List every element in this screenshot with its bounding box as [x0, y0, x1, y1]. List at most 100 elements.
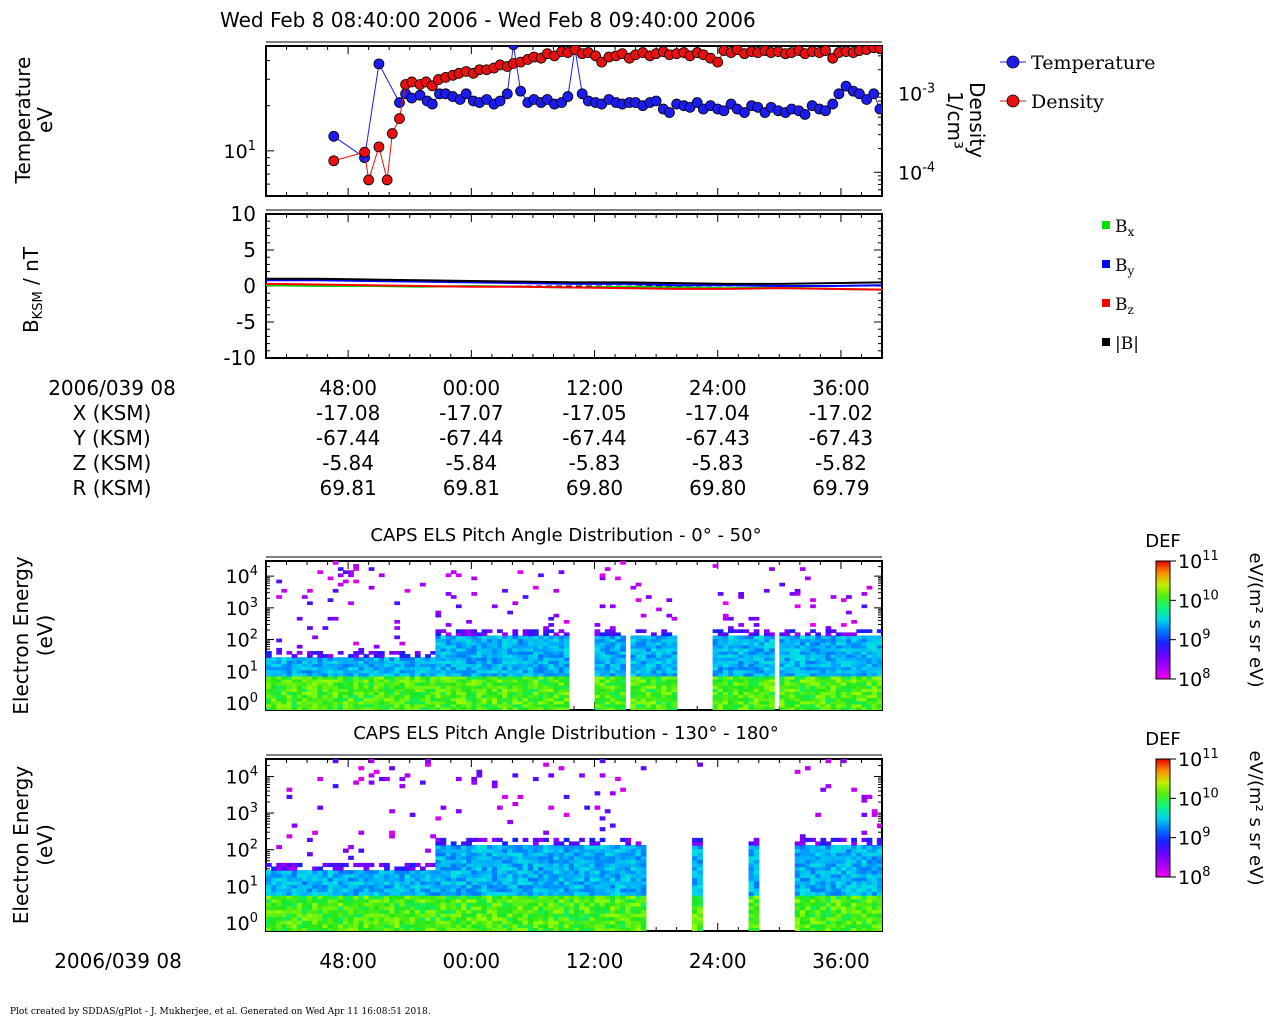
els-high-cell	[327, 905, 334, 911]
els-low-cell	[337, 666, 344, 671]
els-low-tick-label: 101	[226, 659, 258, 683]
els-low-cell	[286, 675, 293, 680]
els-high-cell	[317, 873, 324, 878]
els-low-cell	[830, 697, 837, 702]
els-high-cell	[532, 845, 539, 850]
els-high-cell	[445, 845, 452, 850]
els-low-cell	[876, 663, 882, 668]
els-low-cell	[348, 703, 354, 708]
els-high-cell	[363, 913, 370, 918]
els-low-cell	[348, 601, 354, 606]
els-low-cell	[491, 672, 498, 677]
els-low-cell	[466, 654, 472, 658]
els-high-cell	[317, 866, 324, 871]
els-low-cell	[640, 638, 647, 643]
els-low-cell	[620, 638, 626, 643]
els-low-cell	[435, 635, 442, 640]
els-low-cell	[532, 685, 539, 689]
els-low-cell	[481, 654, 488, 658]
els-high-cell	[384, 862, 390, 868]
els-low-cell	[384, 703, 390, 708]
els-low-cell	[640, 651, 647, 655]
els-high-cell	[568, 845, 575, 850]
els-high-cell	[445, 920, 452, 925]
els-low-cell	[830, 657, 837, 661]
els-high-cell	[538, 884, 544, 889]
els-low-cell	[286, 663, 293, 668]
els-low-cell	[450, 669, 457, 674]
els-high-cell	[543, 880, 549, 886]
els-low-cell	[763, 632, 770, 637]
els-low-cell	[517, 644, 524, 649]
els-high-cell	[450, 923, 457, 929]
els-low-cell	[835, 651, 842, 655]
els-low-cell	[420, 700, 426, 705]
els-low-cell	[266, 651, 272, 655]
els-low-cell	[733, 691, 739, 696]
els-low-cell	[445, 682, 452, 686]
els-low-cell	[384, 685, 390, 689]
els-low-cell	[871, 697, 878, 702]
els-low-cell	[445, 694, 452, 699]
els-high-cell	[271, 891, 277, 896]
els-low-cell	[779, 706, 786, 710]
els-high-cell	[609, 880, 616, 886]
els-high-cell	[266, 888, 272, 893]
els-low-cell	[491, 675, 498, 680]
els-low-cell	[779, 647, 786, 652]
density-point	[386, 128, 398, 139]
els-high-cell	[455, 905, 462, 911]
els-low-cell	[753, 632, 760, 637]
els-low-cell	[527, 654, 534, 658]
els-high-cell	[692, 927, 698, 931]
els-high-cell	[615, 866, 621, 871]
els-low-cell	[502, 657, 508, 661]
els-low-cell	[599, 691, 606, 696]
els-low-cell	[353, 567, 359, 571]
els-low-cell	[758, 651, 765, 655]
els-high-cell	[692, 895, 698, 900]
els-low-cell	[491, 694, 498, 699]
els-low-cell	[805, 660, 811, 665]
els-low-cell	[276, 651, 282, 655]
els-low-cell	[497, 706, 503, 710]
els-high-cell	[358, 916, 365, 921]
els-low-cell	[368, 675, 375, 680]
els-low-cell	[876, 657, 882, 661]
els-high-cell	[522, 866, 529, 871]
els-low-cell	[486, 678, 493, 683]
els-high-cell	[343, 902, 349, 907]
els-low-cell	[609, 706, 616, 710]
els-low-cell	[394, 688, 401, 692]
els-high-cell	[394, 909, 401, 914]
els-high-cell	[538, 845, 544, 850]
els-low-cell	[789, 682, 796, 686]
els-low-cell	[471, 694, 478, 699]
els-low-cell	[599, 647, 606, 652]
els-high-cell	[466, 866, 472, 871]
els-high-cell	[337, 905, 344, 911]
els-low-cell	[738, 629, 744, 633]
els-high-cell	[481, 927, 488, 931]
els-low-cell	[455, 635, 462, 640]
els-low-cell	[353, 657, 359, 661]
bfield-legend-marker	[1102, 338, 1110, 346]
els-high-cell	[589, 916, 596, 921]
els-low-cell	[450, 641, 457, 646]
els-low-cell	[543, 688, 549, 692]
els-low-cell	[430, 669, 436, 674]
els-low-cell	[368, 703, 375, 708]
els-low-cell	[604, 706, 611, 710]
els-high-cell	[640, 845, 647, 850]
els-low-cell	[789, 669, 796, 674]
temperature-point	[576, 88, 588, 100]
els-low-cell	[527, 635, 534, 640]
els-high-cell	[266, 913, 272, 918]
els-low-cell	[825, 694, 832, 699]
els-high-cell	[589, 880, 596, 886]
els-low-cell	[728, 651, 734, 655]
els-low-cell	[594, 694, 601, 699]
els-low-cell	[851, 675, 857, 680]
els-high-cell	[692, 909, 698, 914]
els-low-cell	[609, 697, 616, 702]
